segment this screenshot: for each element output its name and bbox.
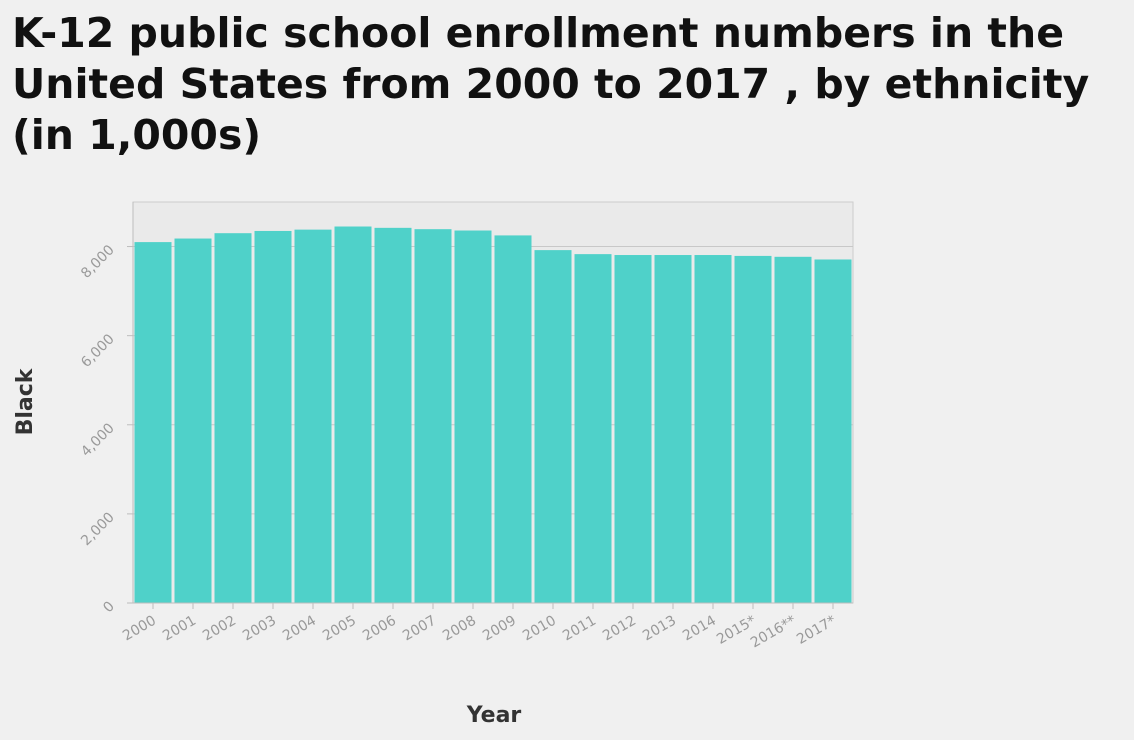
x-tick-label: 2008 xyxy=(440,613,479,645)
bar-2010 xyxy=(534,250,572,603)
bar-2003 xyxy=(254,230,292,603)
x-tick-label: 2013 xyxy=(640,613,679,645)
bar-2008 xyxy=(454,230,492,603)
y-tick-label: 0 xyxy=(100,599,118,617)
bar-2007 xyxy=(414,229,452,603)
x-tick-label: 2004 xyxy=(280,613,319,645)
bar-2012 xyxy=(614,255,652,603)
x-tick-label: 2000 xyxy=(120,613,159,645)
x-tick-label: 2003 xyxy=(240,613,279,645)
y-tick-label: 4,000 xyxy=(78,420,118,460)
bar-2006 xyxy=(374,227,412,603)
bar-2004 xyxy=(294,229,332,603)
x-tick-label: 2012 xyxy=(600,613,639,645)
bar-2005 xyxy=(334,226,372,603)
chart-title: K-12 public school enrollment numbers in… xyxy=(12,9,1090,159)
x-tick-label: 2007 xyxy=(400,613,439,645)
plot-area xyxy=(132,201,854,604)
x-tick-label: 2002 xyxy=(200,613,239,645)
bars xyxy=(134,226,852,603)
bar-2015* xyxy=(734,255,772,603)
y-tick-label: 6,000 xyxy=(78,331,118,371)
bar-2000 xyxy=(134,242,172,603)
y-tick-label: 8,000 xyxy=(78,242,118,282)
x-tick-label: 2005 xyxy=(320,613,359,645)
x-tick-label: 2001 xyxy=(160,613,199,645)
bar-2011 xyxy=(574,254,612,603)
x-axis-title: Year xyxy=(466,703,522,728)
x-tick-label: 2016** xyxy=(748,613,799,652)
bar-2013 xyxy=(654,255,692,603)
y-axis-title: Black xyxy=(13,367,38,435)
bar-2017* xyxy=(814,259,852,603)
bar-2016** xyxy=(774,256,812,603)
x-tick-label: 2011 xyxy=(560,613,599,645)
bar-2014 xyxy=(694,255,732,603)
y-tick-label: 2,000 xyxy=(78,509,118,549)
x-tick-label: 2017* xyxy=(794,613,839,648)
x-tick-label: 2010 xyxy=(520,613,559,645)
bar-2001 xyxy=(174,238,212,603)
x-tick-label: 2009 xyxy=(480,613,519,645)
bar-2009 xyxy=(494,235,532,603)
x-tick-label: 2014 xyxy=(680,613,719,645)
gridlines xyxy=(133,246,853,515)
x-tick-label: 2006 xyxy=(360,613,399,645)
bar-2002 xyxy=(214,233,252,603)
